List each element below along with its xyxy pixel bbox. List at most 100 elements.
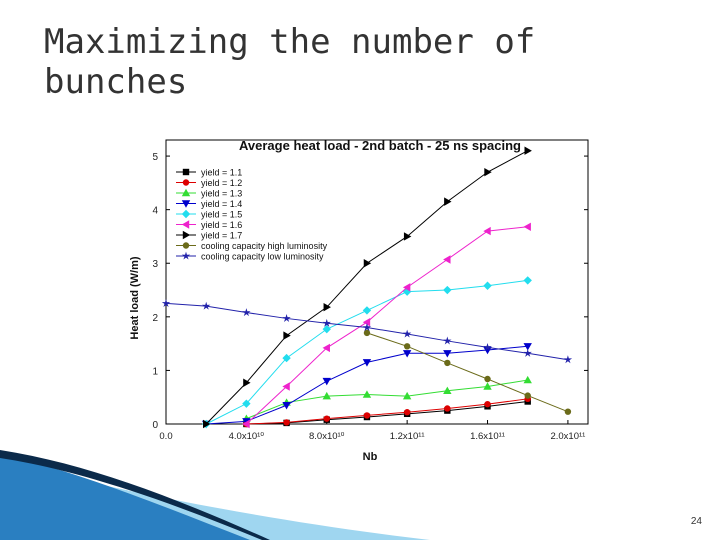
legend-marker — [181, 200, 191, 208]
series-line — [246, 398, 528, 425]
data-point — [444, 197, 452, 206]
legend-marker — [181, 188, 191, 197]
plot-frame — [165, 139, 589, 425]
y-tick-label: 1 — [152, 366, 158, 377]
data-point — [402, 350, 412, 358]
series-6 — [202, 146, 532, 429]
data-point — [403, 232, 412, 241]
data-point — [484, 375, 491, 383]
x-tick-label: 4.0x10¹⁰ — [229, 431, 265, 442]
series-8 — [161, 299, 573, 364]
legend-marker — [182, 242, 190, 249]
data-point — [483, 346, 492, 355]
legend-item: yield = 1.5 — [176, 210, 242, 220]
data-point — [362, 390, 372, 398]
data-point — [161, 299, 171, 307]
data-point — [403, 409, 411, 416]
data-point — [322, 318, 331, 327]
data-point — [524, 392, 531, 399]
data-point — [282, 353, 291, 363]
data-point — [443, 336, 452, 345]
legend-label: yield = 1.7 — [201, 231, 242, 241]
data-point — [523, 343, 532, 351]
data-point — [483, 342, 492, 351]
data-point — [362, 306, 372, 315]
data-point — [564, 408, 572, 415]
data-point — [282, 314, 291, 322]
data-point — [322, 377, 331, 386]
data-point — [443, 285, 452, 295]
data-point — [362, 359, 372, 367]
data-point — [402, 283, 411, 292]
legend-label: yield = 1.1 — [201, 168, 242, 178]
legend-item: yield = 1.4 — [176, 199, 242, 209]
series-line — [246, 226, 528, 425]
y-tick-label: 3 — [152, 259, 158, 270]
data-point — [443, 255, 451, 264]
y-axis-label: Heat load (W/m) — [129, 256, 141, 339]
data-point — [243, 378, 251, 387]
data-point — [242, 308, 251, 317]
legend-marker — [181, 220, 190, 229]
data-point — [363, 259, 372, 268]
data-point — [283, 419, 290, 426]
x-axis-label: Nb — [363, 451, 378, 463]
data-point — [443, 386, 452, 394]
data-point — [483, 382, 492, 390]
data-point — [444, 405, 451, 412]
data-point — [484, 400, 491, 408]
legend-marker — [182, 230, 191, 240]
data-point — [402, 391, 412, 400]
data-point — [483, 226, 491, 236]
y-tick-label: 0 — [152, 420, 158, 431]
legend-item: yield = 1.6 — [176, 220, 242, 230]
data-point — [282, 402, 291, 410]
data-point — [322, 391, 331, 400]
data-point — [484, 167, 492, 177]
series-5 — [242, 222, 531, 429]
legend-item: yield = 1.7 — [176, 231, 242, 241]
data-point — [202, 301, 211, 310]
x-tick-label: 8.0x10¹⁰ — [309, 431, 345, 442]
legend-label: yield = 1.2 — [201, 178, 242, 188]
legend-marker — [181, 251, 191, 260]
legend-marker — [182, 179, 190, 186]
y-tick-label: 2 — [152, 313, 158, 324]
legend-item: cooling capacity high luminosity — [176, 241, 328, 251]
data-point — [323, 415, 330, 422]
data-point — [363, 412, 371, 419]
y-tick-label: 5 — [152, 152, 158, 163]
x-tick-label: 0.0 — [159, 431, 172, 442]
legend-item: yield = 1.2 — [176, 178, 242, 188]
legend-item: yield = 1.1 — [176, 168, 242, 178]
x-tick-label: 2.0x10¹¹ — [550, 431, 585, 442]
data-point — [402, 329, 412, 338]
data-point — [362, 323, 372, 332]
legend-label: yield = 1.6 — [201, 220, 242, 230]
data-point — [202, 419, 211, 429]
series-3 — [201, 343, 532, 429]
heat-load-chart: Average heat load - 2nd batch - 25 ns sp… — [120, 128, 590, 468]
data-point — [322, 343, 330, 353]
data-point — [563, 355, 573, 364]
series-line — [246, 400, 528, 425]
data-point — [523, 375, 532, 384]
data-point — [443, 350, 452, 358]
legend-label: yield = 1.3 — [201, 189, 242, 199]
series-line — [366, 332, 569, 413]
y-tick-label: 4 — [152, 206, 158, 217]
data-point — [363, 329, 371, 337]
data-point — [282, 382, 290, 391]
legend-label: yield = 1.5 — [201, 210, 242, 220]
legend-item: yield = 1.3 — [176, 189, 242, 199]
legend-item: cooling capacity low luminosity — [176, 252, 324, 262]
x-tick-label: 1.6x10¹¹ — [470, 431, 505, 442]
legend-marker — [182, 168, 190, 176]
legend-label: cooling capacity high luminosity — [201, 241, 328, 251]
data-point — [403, 343, 411, 350]
page-number: 24 — [690, 516, 702, 527]
data-point — [444, 359, 451, 367]
data-point — [242, 419, 250, 429]
decorative-swoosh — [0, 450, 430, 540]
series-7 — [363, 329, 572, 415]
